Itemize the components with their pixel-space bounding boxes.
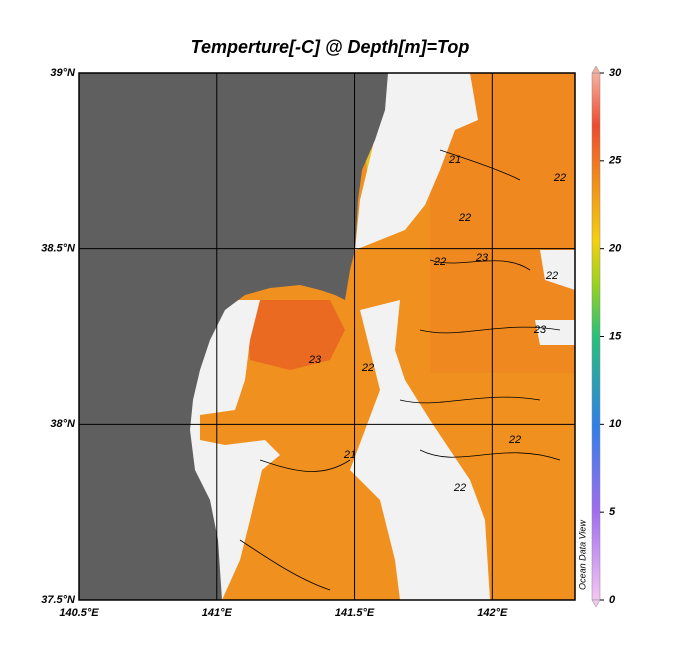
colorbar-tick-label: 25 (608, 155, 622, 167)
warm-patch (245, 300, 345, 370)
contour-label: 22 (553, 172, 566, 184)
x-tick-label: 141°E (202, 607, 233, 619)
contour-label: 23 (533, 324, 547, 336)
colorbar-tick-label: 15 (609, 330, 622, 342)
x-tick-label: 142°E (477, 607, 508, 619)
colorbar-tick-label: 30 (609, 67, 622, 79)
contour-label: 22 (508, 434, 521, 446)
plot-area (79, 73, 575, 600)
contour-label: 23 (475, 252, 489, 264)
contour-label: 22 (458, 212, 471, 224)
colorbar-arrow (591, 599, 601, 608)
colorbar-tick-label: 0 (609, 594, 616, 606)
x-tick-label: 140.5°E (59, 607, 99, 619)
land (79, 73, 388, 600)
no-data (535, 250, 575, 345)
colorbar-tick-label: 10 (609, 418, 622, 430)
colorbar-arrow (591, 65, 601, 74)
contour-label: 23 (308, 354, 322, 366)
colorbar-tick-label: 5 (609, 506, 616, 518)
contour-label: 21 (343, 449, 356, 461)
contour-label: 22 (433, 256, 446, 268)
x-tick-label: 141.5°E (335, 607, 375, 619)
y-tick-label: 39°N (50, 67, 76, 79)
contour-label: 22 (453, 482, 466, 494)
contour-label: 21 (448, 154, 461, 166)
contour-line (239, 149, 561, 591)
y-tick-label: 38.5°N (41, 243, 76, 255)
no-data (355, 73, 478, 250)
watermark: Ocean Data View (577, 520, 587, 590)
map-title: Temperture[-C] @ Depth[m]=Top (191, 37, 470, 57)
y-tick-label: 37.5°N (41, 594, 76, 606)
y-tick-label: 38°N (50, 418, 76, 430)
contour-label: 22 (361, 362, 374, 374)
colorbar-tick-label: 20 (608, 243, 622, 255)
colorbar (591, 72, 601, 601)
contour-label: 22 (545, 270, 558, 282)
